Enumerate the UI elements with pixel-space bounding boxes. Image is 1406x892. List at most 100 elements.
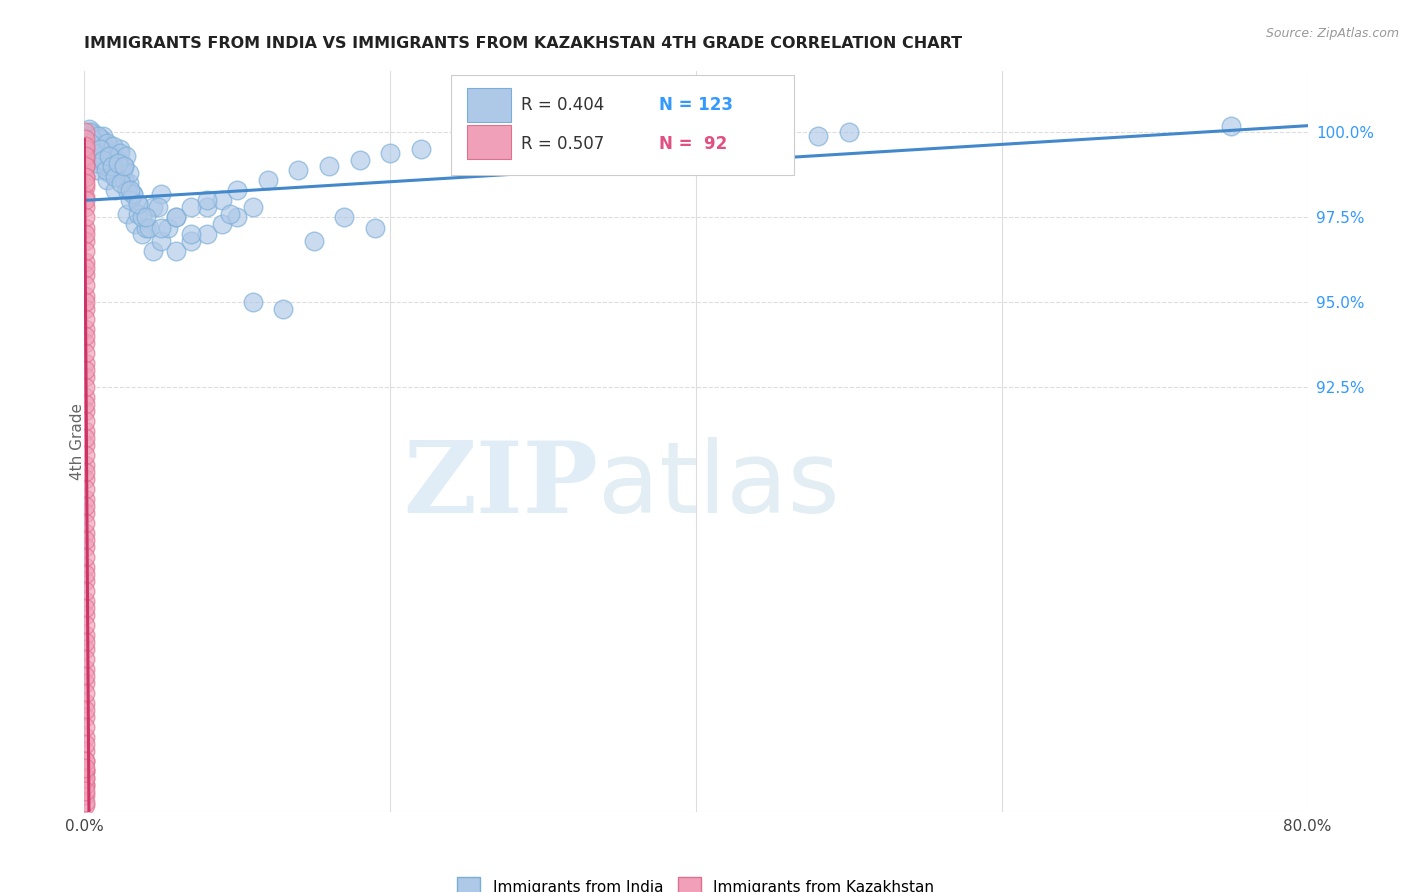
Point xyxy=(180,200,202,214)
Point xyxy=(96,173,118,187)
Point xyxy=(75,533,97,547)
Point xyxy=(75,169,97,184)
Point xyxy=(118,177,141,191)
Point xyxy=(75,431,97,445)
Point xyxy=(90,143,112,157)
Point xyxy=(90,132,112,146)
Point xyxy=(75,771,97,785)
Point xyxy=(120,183,142,197)
Point xyxy=(531,132,554,146)
Point xyxy=(380,145,402,160)
Point xyxy=(75,771,97,785)
Point xyxy=(195,200,218,214)
Point xyxy=(84,139,107,153)
Point xyxy=(75,169,97,184)
Point xyxy=(75,506,97,520)
Point xyxy=(75,540,97,554)
Point xyxy=(127,207,149,221)
Point xyxy=(142,244,165,259)
Point xyxy=(75,635,97,649)
Point xyxy=(79,128,101,143)
Point xyxy=(75,143,97,157)
Point xyxy=(75,322,97,336)
Point xyxy=(86,156,108,170)
Text: ZIP: ZIP xyxy=(404,437,598,534)
Point xyxy=(135,211,157,225)
Point xyxy=(75,448,97,462)
Point xyxy=(75,370,97,384)
Point xyxy=(165,211,187,225)
Point xyxy=(180,227,202,242)
Point xyxy=(75,132,97,146)
Point xyxy=(107,153,129,167)
Point xyxy=(75,465,97,479)
Point xyxy=(104,169,127,184)
Text: N = 123: N = 123 xyxy=(659,96,734,114)
Point xyxy=(98,153,121,167)
Point xyxy=(83,136,105,150)
Point xyxy=(75,662,97,676)
Text: R = 0.507: R = 0.507 xyxy=(522,135,605,153)
Point xyxy=(91,128,114,143)
Point xyxy=(318,160,340,174)
Point xyxy=(75,754,97,768)
Point xyxy=(79,136,101,150)
Point xyxy=(257,173,280,187)
Point xyxy=(87,128,110,143)
Point xyxy=(104,153,127,167)
Point xyxy=(142,200,165,214)
Point xyxy=(96,143,118,157)
Point xyxy=(807,128,830,143)
Point xyxy=(75,288,97,302)
Point xyxy=(75,190,97,204)
Point xyxy=(75,254,97,268)
Point xyxy=(79,132,101,146)
Point xyxy=(114,149,136,163)
Point xyxy=(149,220,172,235)
Point xyxy=(107,156,129,170)
Point xyxy=(75,149,97,163)
FancyBboxPatch shape xyxy=(451,75,794,175)
Point xyxy=(75,220,97,235)
Point xyxy=(112,160,135,174)
Point xyxy=(127,196,149,211)
Point xyxy=(122,186,145,201)
Text: Source: ZipAtlas.com: Source: ZipAtlas.com xyxy=(1265,27,1399,40)
Point xyxy=(75,492,97,507)
Point xyxy=(101,156,124,170)
Point xyxy=(75,234,97,248)
Point xyxy=(165,244,187,259)
Point xyxy=(115,183,138,197)
Point xyxy=(75,380,97,394)
Point xyxy=(76,136,98,150)
Point xyxy=(349,153,371,167)
Point xyxy=(75,363,97,377)
Point xyxy=(91,153,114,167)
Point xyxy=(75,425,97,439)
Point xyxy=(131,227,153,242)
Point xyxy=(87,145,110,160)
Point xyxy=(75,391,97,405)
Point xyxy=(75,482,97,496)
Point xyxy=(75,560,97,574)
Point xyxy=(502,136,524,150)
Point xyxy=(75,686,97,700)
Point xyxy=(165,211,187,225)
Point xyxy=(75,628,97,642)
Point xyxy=(103,153,125,167)
Point xyxy=(112,160,135,174)
Point xyxy=(75,761,97,775)
Point xyxy=(75,703,97,717)
Point xyxy=(75,278,97,293)
Point xyxy=(75,764,97,778)
Point xyxy=(75,268,97,282)
Point xyxy=(75,778,97,792)
Point xyxy=(83,143,105,157)
Point xyxy=(131,211,153,225)
Point xyxy=(211,194,233,208)
Point xyxy=(80,132,103,146)
Point xyxy=(195,227,218,242)
Point xyxy=(77,126,100,140)
Point xyxy=(75,675,97,690)
Text: atlas: atlas xyxy=(598,437,839,534)
